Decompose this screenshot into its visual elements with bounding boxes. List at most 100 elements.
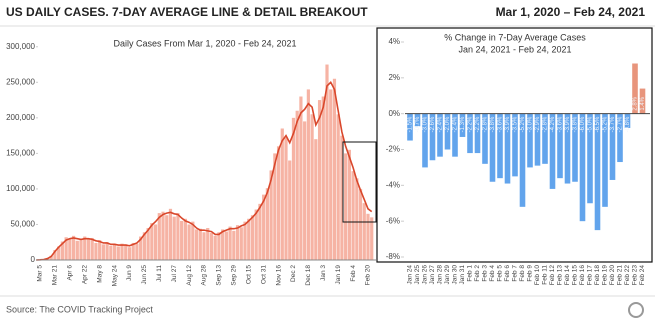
x-tick-label: Jun 25: [141, 265, 148, 285]
value-label: -3.0%: [528, 116, 534, 132]
x-tick-label: Jan 24: [407, 265, 414, 285]
value-label: -4.2%: [550, 116, 556, 132]
bar: [314, 139, 318, 260]
bar: [127, 247, 132, 260]
x-tick-label: Feb 16: [579, 265, 586, 286]
detail-panel: [376, 27, 653, 263]
bar: [329, 89, 333, 261]
x-tick-label: Jun 9: [126, 265, 133, 281]
value-label: -0.7%: [415, 116, 421, 132]
bar: [587, 113, 593, 204]
bar: [124, 244, 128, 260]
x-tick-label: Sep 13: [216, 265, 223, 286]
bar: [98, 240, 102, 260]
x-tick-label: Apr 6: [67, 265, 74, 281]
bar: [624, 113, 631, 128]
value-label: -6.0%: [580, 116, 586, 132]
bar: [422, 113, 428, 168]
x-tick-label: Feb 5: [497, 265, 504, 282]
x-tick-label: Aug 28: [201, 265, 208, 286]
value-label: -5.0%: [588, 116, 594, 132]
x-tick-label: Jan 29: [444, 265, 451, 285]
x-tick-label: Jan 27: [429, 265, 436, 285]
bar: [180, 220, 184, 260]
bar: [534, 113, 541, 166]
bar: [53, 250, 57, 260]
value-label: -3.9%: [505, 116, 511, 132]
bar: [414, 113, 421, 127]
x-tick-label: Feb 2: [474, 265, 481, 282]
bar: [243, 221, 247, 260]
bar: [83, 236, 87, 260]
bar: [247, 218, 251, 260]
x-tick-label: Jan 28: [437, 265, 444, 285]
x-tick-label: Dec 18: [305, 265, 312, 286]
x-tick-label: Feb 11: [542, 265, 549, 285]
x-tick-label: Feb 22: [624, 265, 631, 286]
detail-box: [342, 141, 377, 223]
x-tick-label: Feb 13: [557, 265, 564, 286]
y-tick-label: 50,000: [11, 220, 36, 229]
value-label: -6.5%: [595, 116, 601, 132]
bar: [336, 114, 340, 261]
bar: [467, 113, 473, 154]
bar: [366, 213, 370, 260]
x-tick-label: Nov 16: [275, 265, 282, 286]
bar: [176, 213, 180, 260]
bar: [609, 113, 616, 180]
x-tick-label: Feb 10: [534, 265, 541, 286]
x-tick-label: Feb 20: [609, 265, 616, 286]
bar: [254, 209, 258, 260]
right-subtitle: Jan 24, 2021 - Feb 24, 2021: [458, 44, 571, 54]
y-tick-label: 0%: [388, 109, 400, 118]
bar: [239, 227, 243, 260]
x-tick-label: Mar 21: [52, 265, 59, 286]
x-tick-label: Feb 6: [504, 265, 511, 282]
bar: [71, 235, 76, 260]
bar: [594, 113, 601, 231]
bar: [172, 216, 176, 260]
bar: [153, 224, 158, 260]
bar: [344, 153, 348, 260]
logo: [628, 302, 644, 318]
bar: [198, 228, 202, 260]
y-tick-label: -2%: [386, 145, 400, 154]
bar: [504, 113, 511, 184]
x-tick-label: Jan 30: [452, 265, 459, 285]
bar: [280, 128, 284, 260]
value-label: -2.4%: [453, 116, 459, 132]
x-tick-label: May 24: [111, 265, 118, 287]
bar: [262, 194, 266, 260]
value-label: -3.7%: [610, 116, 616, 132]
bar: [459, 113, 466, 137]
bar: [168, 208, 173, 260]
bar: [489, 113, 496, 182]
source: Source: The COVID Tracking Project: [6, 304, 153, 314]
bar: [79, 240, 83, 260]
bar: [358, 188, 363, 260]
x-tick-label: Feb 21: [617, 265, 624, 286]
bar: [303, 121, 307, 261]
x-tick-label: Feb 4: [489, 265, 496, 282]
y-tick-label: 4%: [388, 37, 400, 46]
x-tick-label: Feb 20: [365, 265, 372, 286]
bar: [564, 113, 571, 184]
bar: [407, 113, 413, 141]
bar: [497, 113, 503, 179]
x-tick-label: Aug 12: [186, 265, 193, 286]
bar: [276, 146, 281, 260]
bar: [549, 113, 556, 189]
bar: [306, 89, 310, 261]
y-tick-label: -8%: [386, 252, 400, 261]
bar: [265, 188, 269, 260]
value-label: -2.0%: [445, 116, 451, 132]
bar: [288, 160, 292, 260]
average-line: [36, 80, 373, 261]
x-tick-label: Feb 14: [564, 265, 571, 286]
x-tick-label: Feb 12: [549, 265, 556, 286]
x-tick-label: Feb 8: [519, 265, 526, 282]
bar: [579, 113, 586, 222]
x-tick-label: Oct 31: [260, 265, 267, 285]
x-tick-label: Jan 25: [414, 265, 421, 285]
